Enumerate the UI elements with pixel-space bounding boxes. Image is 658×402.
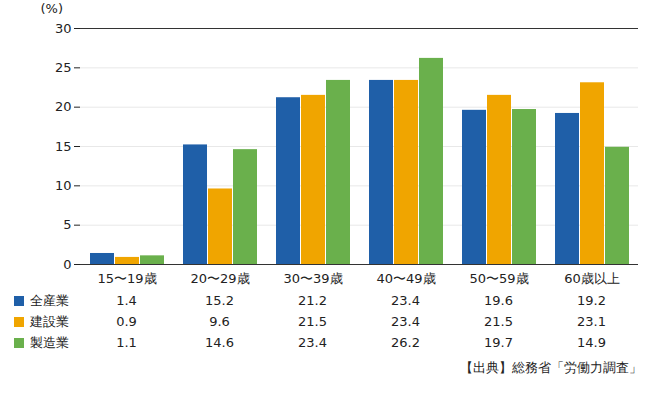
html-text:21.5: 21.5 xyxy=(298,314,327,329)
svg-text:50〜59歳: 50〜59歳 xyxy=(469,271,528,286)
html-text:9.6: 9.6 xyxy=(209,314,230,329)
html-text:23.4: 23.4 xyxy=(391,293,420,308)
svg-text:5: 5 xyxy=(63,217,71,232)
svg-text:20〜29歳: 20〜29歳 xyxy=(190,271,249,286)
html-text:23.1: 23.1 xyxy=(577,314,606,329)
svg-text:10: 10 xyxy=(55,178,72,193)
html-text:1.4: 1.4 xyxy=(116,293,137,308)
html-text:21.2: 21.2 xyxy=(298,293,327,308)
svg-text:40〜49歳: 40〜49歳 xyxy=(376,271,435,286)
svg-text:30: 30 xyxy=(55,21,72,36)
svg-text:25: 25 xyxy=(55,60,72,75)
svg-text:30〜39歳: 30〜39歳 xyxy=(283,271,342,286)
html-text:14.6: 14.6 xyxy=(205,335,234,350)
html-text:全産業: 全産業 xyxy=(30,292,69,308)
html-text:0.9: 0.9 xyxy=(116,314,137,329)
html-text:23.4: 23.4 xyxy=(391,314,420,329)
html-text:14.9: 14.9 xyxy=(577,335,606,350)
html-text:15.2: 15.2 xyxy=(205,293,234,308)
svg-text:60歳以上: 60歳以上 xyxy=(564,271,620,286)
svg-text:0: 0 xyxy=(63,257,71,272)
svg-text:15: 15 xyxy=(55,139,72,154)
html-text:1.1: 1.1 xyxy=(116,335,137,350)
html-text:19.6: 19.6 xyxy=(484,293,513,308)
html-text:21.5: 21.5 xyxy=(484,314,513,329)
html-text:製造業: 製造業 xyxy=(30,334,69,350)
svg-text:20: 20 xyxy=(55,99,72,114)
svg-text:15〜19歳: 15〜19歳 xyxy=(97,271,156,286)
html-text:19.2: 19.2 xyxy=(577,293,606,308)
html-text:【出典】総務省「労働力調査」: 【出典】総務省「労働力調査」 xyxy=(460,360,642,375)
svg-text:(%): (%) xyxy=(41,1,64,16)
html-text:26.2: 26.2 xyxy=(391,335,420,350)
html-text:建設業: 建設業 xyxy=(30,313,69,329)
html-text:23.4: 23.4 xyxy=(298,335,327,350)
html-text:19.7: 19.7 xyxy=(484,335,513,350)
